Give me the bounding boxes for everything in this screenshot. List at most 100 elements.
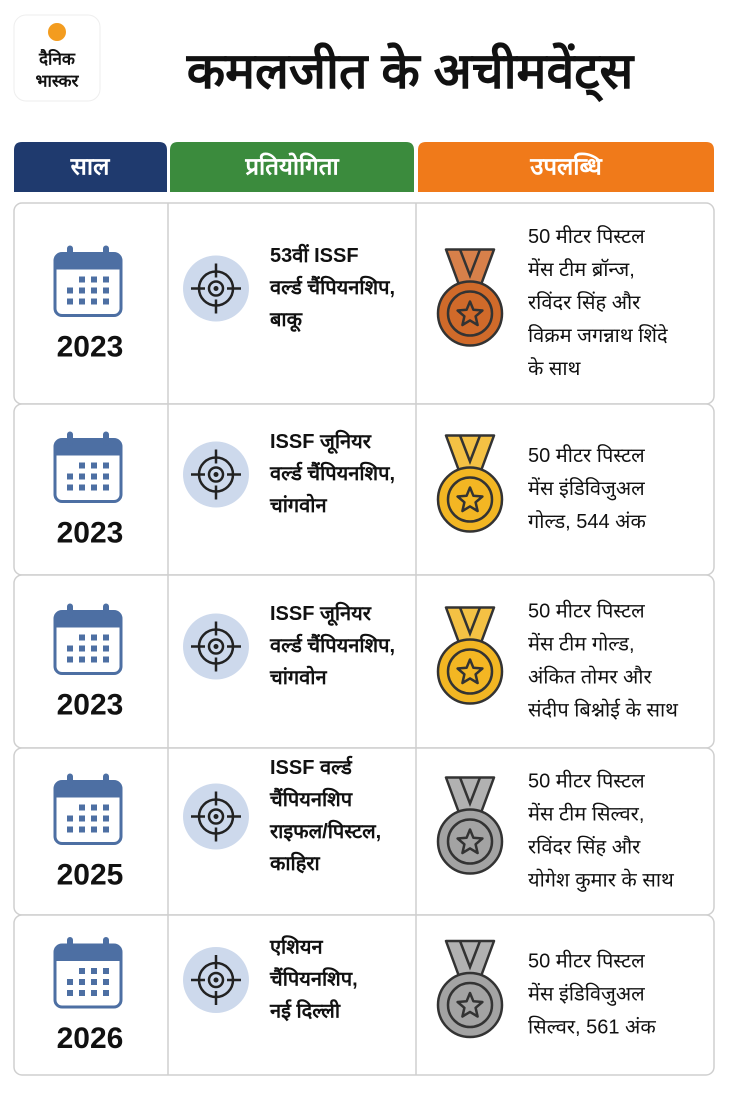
calendar-dot: [67, 484, 73, 491]
target-cross: [191, 621, 241, 672]
achievement-text: मेंस टीम ब्रॉन्ज,: [528, 258, 635, 281]
calendar-ring: [67, 431, 73, 446]
year: 2026: [57, 1022, 124, 1055]
calendar-dot: [67, 815, 73, 822]
achievement-text: 50 मीटर पिस्टल: [528, 769, 645, 792]
target-center: [213, 472, 219, 477]
calendar-dot: [103, 484, 109, 491]
calendar-ring: [67, 773, 73, 788]
competition-text: चांगवोन: [269, 493, 327, 517]
calendar-dot: [103, 656, 109, 663]
calendar-dot: [79, 826, 85, 833]
medal-star: [456, 300, 484, 327]
calendar-dot: [103, 462, 109, 469]
calendar-dot: [79, 298, 85, 305]
achievement-text: 50 मीटर पिस्टल: [528, 599, 645, 622]
medal-ribbon-inner: [458, 249, 482, 279]
calendar-dot: [103, 473, 109, 480]
medal-icon: [436, 939, 504, 1039]
medal-ribbon-inner: [458, 435, 482, 465]
calendar-dot: [79, 804, 85, 811]
competition-text: चैंपियनशिप: [269, 787, 354, 811]
target-center: [213, 286, 219, 291]
achievement-text: 50 मीटर पिस्टल: [528, 225, 645, 248]
achievement-text: मेंस टीम गोल्ड,: [528, 632, 635, 655]
calendar-ring: [67, 603, 73, 618]
achievement-text: मेंस इंडिविजुअल: [528, 477, 645, 501]
calendar-icon: [53, 773, 123, 845]
competition-text: राइफल/पिस्टल,: [269, 819, 381, 843]
target-center: [213, 814, 219, 819]
year: 2023: [57, 688, 124, 721]
calendar-dot: [67, 298, 73, 305]
competition-text: चैंपियनशिप,: [269, 966, 358, 990]
competition-text: ISSF वर्ल्ड: [270, 755, 353, 779]
calendar-ring: [103, 603, 109, 618]
calendar-dot: [91, 645, 97, 652]
calendar-dot: [103, 804, 109, 811]
calendar-dot: [91, 473, 97, 480]
achievement-text: रविंदर सिंह और: [528, 835, 641, 858]
medal-icon: [436, 248, 504, 347]
competition-text: वर्ल्ड चैंपियनशिप,: [269, 461, 395, 485]
calendar-icon: [53, 431, 123, 503]
logo: दैनिक भास्कर: [13, 14, 101, 102]
calendar-dot: [79, 473, 85, 480]
calendar-dot: [67, 645, 73, 652]
calendar-dot: [79, 276, 85, 283]
calendar-ring: [103, 431, 109, 446]
achievement-text: मेंस इंडिविजुअल: [528, 982, 645, 1006]
target-center: [213, 977, 219, 983]
medal-icon: [436, 776, 504, 875]
calendar-dot: [67, 990, 73, 996]
calendar-dot: [103, 826, 109, 833]
column-header: साल: [70, 153, 111, 180]
calendar-dot: [79, 979, 85, 985]
calendar-dot: [103, 815, 109, 822]
calendar-dot: [91, 484, 97, 491]
achievement-text: गोल्ड, 544 अंक: [528, 510, 646, 533]
achievement-text: विक्रम जगन्नाथ शिंदे: [528, 324, 668, 347]
calendar-dot: [103, 968, 109, 974]
calendar-dot: [103, 287, 109, 294]
calendar-icon: [53, 937, 123, 1009]
target-cross: [191, 263, 241, 314]
target-ring: [207, 808, 225, 825]
competition-text: काहिरा: [269, 851, 321, 875]
target-cross: [191, 449, 241, 500]
column-header: उपलब्धि: [529, 152, 603, 180]
header-cell: [170, 142, 414, 192]
target-cross: [191, 955, 241, 1005]
calendar-dot: [91, 804, 97, 811]
medal-ribbon-inner: [458, 607, 482, 637]
competition-text: वर्ल्ड चैंपियनशिप,: [269, 275, 395, 299]
title: कमलजीत के अचीमवेंट्स: [186, 42, 636, 103]
logo-text: दैनिक: [38, 48, 76, 68]
calendar-dot: [79, 462, 85, 469]
target-ring: [207, 466, 225, 483]
target-icon: [183, 947, 249, 1013]
calendar-dot: [91, 287, 97, 294]
achievement-text: रविंदर सिंह और: [528, 291, 641, 314]
achievement-text: संदीप बिश्नोई के साथ: [528, 698, 679, 721]
calendar-dot: [91, 634, 97, 641]
calendar-dot: [91, 276, 97, 283]
logo-sun: [48, 23, 66, 41]
medal-star: [456, 658, 484, 685]
medal-icon: [436, 606, 504, 705]
calendar-dot: [103, 298, 109, 305]
calendar-top: [55, 611, 121, 628]
calendar-dot: [67, 656, 73, 663]
competition-text: ISSF जूनियर: [270, 429, 372, 454]
calendar-dot: [67, 826, 73, 833]
calendar-dot: [79, 656, 85, 663]
calendar-dot: [103, 979, 109, 985]
achievement-text: योगेश कुमार के साथ: [528, 868, 675, 892]
calendar-dot: [67, 473, 73, 480]
competition-text: एशियन: [269, 934, 323, 958]
target-ring: [207, 638, 225, 655]
calendar-dot: [79, 287, 85, 294]
year: 2023: [57, 516, 124, 549]
medal-ribbon-inner: [458, 940, 482, 971]
calendar-dot: [91, 656, 97, 663]
